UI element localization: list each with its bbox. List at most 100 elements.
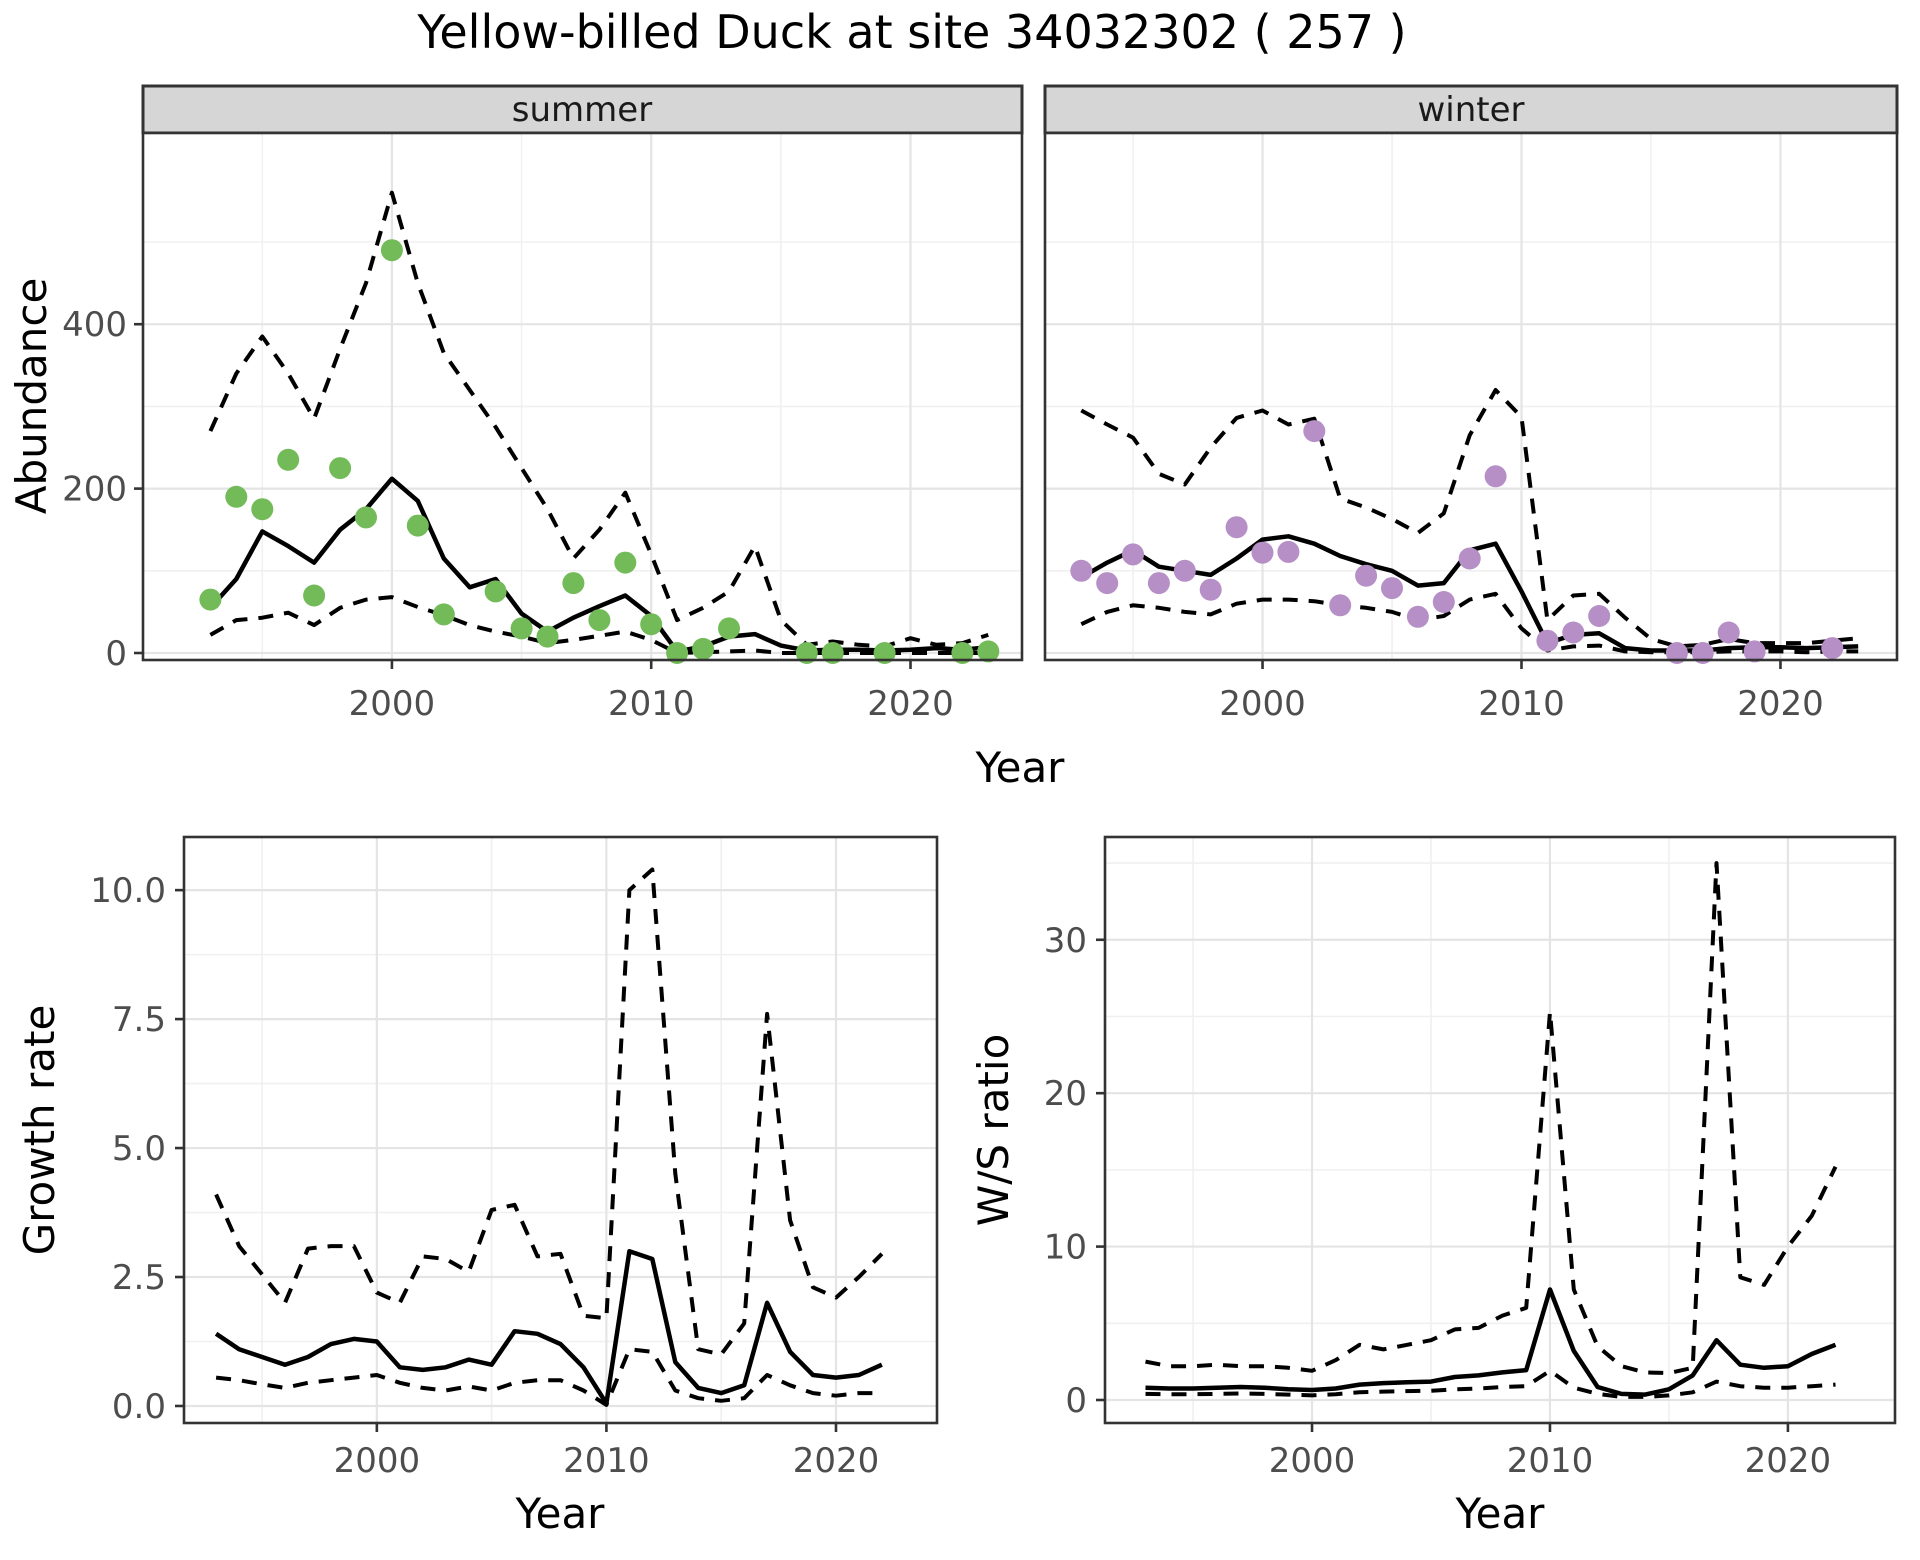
summer-observation-point: [795, 642, 818, 664]
ratio-ci-lower-line: [1145, 1368, 1836, 1399]
summer-observation-point: [536, 625, 559, 648]
panel-winter-abundance: 2000 2010 2020: [1043, 131, 1899, 724]
panel-border: [1103, 835, 1897, 1425]
x-tick-label: 2010: [1478, 684, 1565, 724]
y-tick-label: 20: [1044, 1074, 1087, 1114]
panel-background: [1045, 133, 1897, 660]
winter-observation-point: [1588, 605, 1611, 627]
y-tick-label: 10.0: [90, 871, 166, 911]
panel-border: [1043, 131, 1899, 662]
winter-observation-point: [1562, 621, 1585, 644]
summer-observation-point: [225, 485, 248, 508]
x-tick-label: 2000: [334, 1441, 421, 1481]
y-tick-label: 30: [1044, 921, 1087, 961]
winter-observation-point: [1743, 640, 1766, 663]
x-tick-label: 2000: [1269, 1441, 1356, 1481]
panel-border: [141, 131, 1024, 662]
summer-observation-point: [484, 580, 507, 603]
strip-background: [1043, 84, 1899, 135]
summer-observation-point: [355, 506, 377, 529]
x-tick-label: 2000: [1219, 684, 1306, 724]
growth-ci-lower-line: [215, 1347, 882, 1407]
winter-observation-point: [1432, 591, 1455, 613]
facet-strip-summer: summer: [141, 84, 1024, 135]
winter-observation-point: [1303, 420, 1326, 443]
summer-observation-point: [614, 551, 637, 574]
summer-observation-point: [380, 239, 403, 262]
y-tick-label: 0: [1065, 1381, 1087, 1421]
ratio-median-line: [1145, 1287, 1837, 1397]
x-axis-title-year-growth: Year: [515, 1489, 606, 1538]
summer-ci-upper-line: [208, 190, 989, 649]
summer-observation-point: [951, 642, 974, 664]
winter-observation-point: [1458, 547, 1481, 570]
y-tick-label: 200: [62, 470, 127, 510]
summer-observation-point: [303, 584, 326, 607]
winter-observation-point: [1277, 540, 1300, 563]
facet-strip-winter: winter: [1043, 84, 1899, 135]
panel-background: [184, 837, 937, 1423]
panel-ws-ratio: 2000 2010 2020 0 10 20 30: [1044, 835, 1897, 1481]
winter-observation-point: [1225, 516, 1248, 539]
summer-observation-point: [588, 609, 611, 632]
panel-background: [1105, 837, 1895, 1423]
x-tick-label: 2020: [1737, 684, 1824, 724]
y-tick-label: 2.5: [112, 1258, 166, 1298]
y-axis-title-ratio: W/S ratio: [969, 1034, 1018, 1227]
summer-observation-point: [718, 617, 740, 640]
winter-observation-point: [1329, 594, 1352, 617]
winter-observation-point: [1717, 621, 1740, 644]
winter-observation-point: [1173, 559, 1196, 582]
y-tick-label: 7.5: [112, 1000, 166, 1040]
x-tick-label: 2010: [608, 684, 695, 724]
strip-label-winter: winter: [1417, 90, 1524, 130]
x-axis-title-year-top: Year: [975, 743, 1066, 792]
winter-observation-point: [1691, 642, 1714, 664]
growth-median-line: [214, 1248, 883, 1406]
x-tick-label: 2020: [793, 1441, 880, 1481]
y-tick-label: 0: [105, 634, 127, 674]
summer-median-line: [208, 476, 989, 654]
winter-observation-point: [1381, 577, 1403, 600]
y-tick-label: 10: [1044, 1228, 1087, 1268]
winter-observation-point: [1355, 564, 1378, 587]
y-tick-label: 5.0: [112, 1129, 166, 1169]
summer-observation-point: [199, 588, 222, 611]
summer-observation-point: [329, 457, 352, 480]
summer-observation-point: [640, 613, 663, 636]
y-axis-title-growth: Growth rate: [15, 1005, 64, 1256]
winter-ci-upper-line: [1080, 388, 1859, 649]
summer-observation-point: [277, 448, 300, 471]
summer-observation-point: [821, 642, 844, 664]
ratio-ci-upper-line: [1145, 861, 1838, 1376]
x-tick-label: 2010: [563, 1441, 650, 1481]
x-tick-label: 2020: [867, 684, 954, 724]
plot-title: Yellow-billed Duck at site 34032302 ( 25…: [416, 5, 1406, 59]
strip-label-summer: summer: [512, 90, 652, 130]
y-tick-label: 400: [62, 305, 127, 345]
panel-summer-abundance: 2000 2010 2020 0 200 400: [62, 131, 1024, 724]
panel-background: [143, 133, 1022, 660]
panel-border: [182, 835, 939, 1425]
winter-observation-point: [1406, 605, 1429, 628]
summer-ci-lower-line: [209, 595, 989, 655]
winter-observation-point: [1665, 642, 1688, 664]
summer-observation-point: [510, 617, 533, 640]
winter-observation-point: [1821, 637, 1844, 660]
summer-observation-point: [977, 640, 1000, 663]
winter-observation-point: [1536, 629, 1559, 652]
summer-observation-point: [692, 637, 715, 660]
summer-observation-point: [251, 498, 274, 521]
panel-growth-rate: 2000 2010 2020 0.0 2.5 5.0 7.5 10.0: [90, 835, 939, 1481]
summer-observation-point: [406, 514, 429, 537]
summer-observation-point: [873, 642, 896, 664]
winter-ci-lower-line: [1080, 591, 1859, 655]
winter-observation-point: [1122, 543, 1144, 566]
winter-observation-point: [1484, 465, 1507, 488]
summer-observation-point: [562, 572, 585, 595]
x-tick-label: 2000: [349, 684, 436, 724]
y-axis-title-abundance: Abundance: [7, 278, 56, 515]
summer-observation-point: [666, 642, 689, 664]
